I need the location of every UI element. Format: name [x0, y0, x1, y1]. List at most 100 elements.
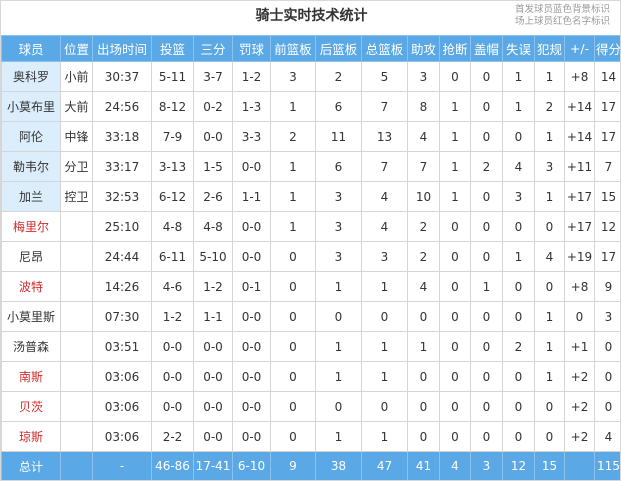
stat-cell [60, 271, 93, 302]
stat-cell: 0-0 [232, 241, 271, 272]
stat-cell: 3 [407, 61, 440, 92]
column-header: 助攻 [407, 35, 440, 62]
stat-cell: 0 [470, 91, 503, 122]
player-name[interactable]: 加兰 [1, 181, 61, 212]
player-row: 阿伦 中锋 33:18 7-9 0-0 3-3 2 11 13 4 1 0 0 1 +14 17 [1, 121, 620, 152]
stat-cell: 0 [439, 241, 471, 272]
stat-cell: 6 [315, 151, 362, 182]
stat-cell: 2 [502, 331, 535, 362]
stat-cell: 3 [315, 211, 362, 242]
stat-cell: 2 [470, 151, 503, 182]
stat-cell: 0 [439, 331, 471, 362]
stat-cell: 12 [594, 211, 620, 242]
stat-cell: 中锋 [60, 121, 93, 152]
stat-cell: 4 [407, 121, 440, 152]
stat-cell: 1 [315, 271, 362, 302]
stat-cell: 4 [534, 241, 565, 272]
player-name[interactable]: 小莫布里 [1, 91, 61, 122]
stat-cell: 0 [270, 301, 316, 332]
total-cell: 115 [594, 451, 620, 480]
stat-cell: 3 [502, 181, 535, 212]
stat-cell: 2 [534, 91, 565, 122]
stat-cell: 0-0 [232, 151, 271, 182]
stat-cell: 1 [439, 181, 471, 212]
stat-cell: 1 [534, 61, 565, 92]
stat-cell: 1-5 [193, 151, 233, 182]
stat-cell: 33:18 [92, 121, 152, 152]
stat-cell: 0 [470, 331, 503, 362]
page-title: 骑士实时技术统计 [255, 8, 368, 24]
total-row: 总计 -46-86 17-41 6-10 9 38 47 41 4 3 12 15 115 [1, 451, 620, 480]
stat-cell: 1 [315, 331, 362, 362]
stat-cell: 3-3 [232, 121, 271, 152]
stat-cell: 0-0 [193, 121, 233, 152]
stat-cell: 1 [439, 151, 471, 182]
column-header: 后篮板 [315, 35, 362, 62]
stat-cell: 0 [470, 421, 503, 452]
stat-cell: 7-9 [151, 121, 194, 152]
stat-cell: 0 [270, 241, 316, 272]
stat-cell: 1 [534, 301, 565, 332]
player-name[interactable]: 奥科罗 [1, 61, 61, 92]
total-cell: 12 [502, 451, 535, 480]
stat-cell: 13 [361, 121, 408, 152]
stat-cell: 0 [361, 301, 408, 332]
player-name[interactable]: 南斯 [1, 361, 61, 392]
stat-cell: 1 [361, 331, 408, 362]
stat-cell: 4 [361, 181, 408, 212]
stat-cell: 0 [270, 331, 316, 362]
stat-cell: 0 [502, 391, 535, 422]
stat-cell: 2 [315, 61, 362, 92]
stat-cell: 0 [534, 391, 565, 422]
stats-table: 球员 位置 出场时间 投篮 三分 罚球 前篮板 后篮板 总篮板 助攻 抢断 盖帽 失误 犯规 +/- 得分 奥… [1, 35, 620, 480]
stat-cell: 24:56 [92, 91, 152, 122]
stat-cell: 2-2 [151, 421, 194, 452]
stat-cell: 1-2 [232, 61, 271, 92]
stat-cell: 0 [594, 391, 620, 422]
stat-cell: 0 [502, 211, 535, 242]
stat-cell: 17 [594, 241, 620, 272]
stat-cell: 8-12 [151, 91, 194, 122]
stat-cell: 0-0 [193, 361, 233, 392]
stat-cell: 0 [470, 61, 503, 92]
stat-cell: 1-1 [193, 301, 233, 332]
player-name[interactable]: 小莫里斯 [1, 301, 61, 332]
stat-cell: +11 [564, 151, 595, 182]
stat-cell: +17 [564, 211, 595, 242]
stat-cell: 1 [270, 91, 316, 122]
player-name[interactable]: 琼斯 [1, 421, 61, 452]
player-name[interactable]: 贝茨 [1, 391, 61, 422]
stat-cell: 0 [439, 61, 471, 92]
stat-cell: 1 [502, 91, 535, 122]
stat-cell: 1-3 [232, 91, 271, 122]
stat-cell: 1-2 [193, 271, 233, 302]
stat-cell: 0 [470, 121, 503, 152]
player-name[interactable]: 勒韦尔 [1, 151, 61, 182]
stat-cell: 24:44 [92, 241, 152, 272]
stat-cell: 0 [315, 391, 362, 422]
stat-cell: 1 [270, 151, 316, 182]
stat-cell: 0 [470, 391, 503, 422]
stat-cell: 0 [407, 421, 440, 452]
column-header: 总篮板 [361, 35, 408, 62]
stat-cell: 4-8 [151, 211, 194, 242]
stat-cell: 15 [594, 181, 620, 212]
player-name[interactable]: 梅里尔 [1, 211, 61, 242]
stat-cell: 3 [594, 301, 620, 332]
stat-cell: 0-2 [193, 91, 233, 122]
player-name[interactable]: 尼昂 [1, 241, 61, 272]
total-cell: 4 [439, 451, 471, 480]
player-name[interactable]: 波特 [1, 271, 61, 302]
player-name[interactable]: 汤普森 [1, 331, 61, 362]
player-name[interactable]: 阿伦 [1, 121, 61, 152]
column-header: 犯规 [534, 35, 565, 62]
stat-cell: 0-0 [232, 421, 271, 452]
stat-cell: 10 [407, 181, 440, 212]
stat-cell: 0-1 [232, 271, 271, 302]
stat-cell: 2-6 [193, 181, 233, 212]
player-row: 波特 14:26 4-6 1-2 0-1 0 1 1 4 0 1 0 0 +8 9 [1, 271, 620, 302]
stat-cell: 7 [361, 151, 408, 182]
stat-cell: 0-0 [151, 331, 194, 362]
player-row: 梅里尔 25:10 4-8 4-8 0-0 1 3 4 2 0 0 0 0 +17 12 [1, 211, 620, 242]
